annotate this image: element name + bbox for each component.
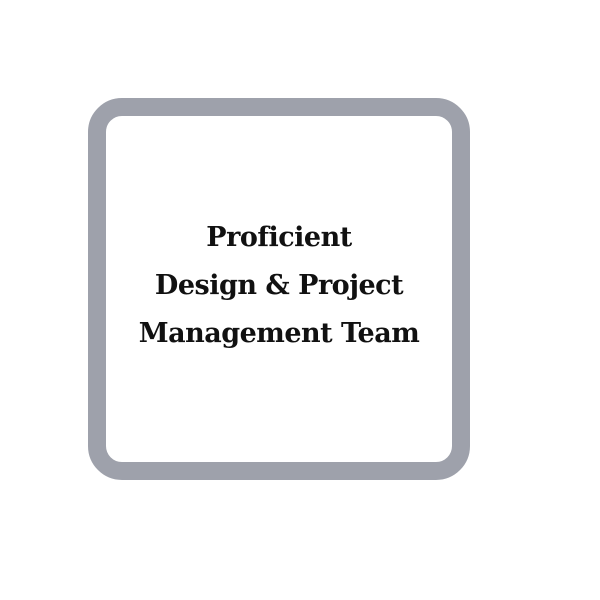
card-title: Proficient Design & Project Management T…	[139, 214, 420, 358]
card-title-line-2: Design & Project	[154, 270, 404, 301]
team-card: Proficient Design & Project Management T…	[88, 98, 470, 480]
card-title-line-1: Proficient	[206, 222, 352, 253]
card-title-line-3: Management Team	[138, 318, 420, 349]
